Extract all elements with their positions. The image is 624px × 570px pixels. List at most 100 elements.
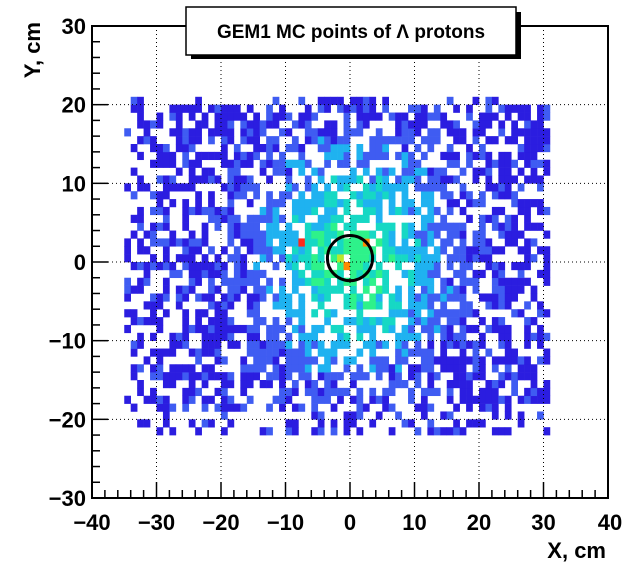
heatmap-cell xyxy=(466,199,473,208)
heatmap-cell xyxy=(446,96,454,105)
heatmap-cell xyxy=(175,364,183,373)
heatmap-cell xyxy=(162,238,170,247)
heatmap-cell xyxy=(285,364,293,373)
heatmap-cell xyxy=(246,277,254,286)
heatmap-cell xyxy=(504,112,512,121)
heatmap-cell xyxy=(291,254,299,263)
heatmap-cell xyxy=(362,206,370,216)
heatmap-cell xyxy=(227,372,235,381)
heatmap-cell xyxy=(375,144,383,153)
heatmap-cell xyxy=(543,159,551,168)
heatmap-cell xyxy=(440,285,448,294)
heatmap-cell xyxy=(369,348,377,357)
heatmap-cell xyxy=(440,324,448,334)
y-tick-label: −30 xyxy=(49,486,86,511)
heatmap-cell xyxy=(259,380,267,389)
heatmap-cell xyxy=(162,403,170,412)
heatmap-cell xyxy=(182,317,190,326)
heatmap-cell xyxy=(375,167,383,176)
heatmap-cell xyxy=(279,112,286,121)
y-tick-label: 0 xyxy=(74,250,86,275)
heatmap-cell xyxy=(414,128,422,137)
heatmap-cell xyxy=(162,293,170,302)
heatmap-cell xyxy=(356,332,364,341)
heatmap-cell xyxy=(343,364,351,373)
heatmap-cell xyxy=(285,293,293,302)
heatmap-cell xyxy=(401,183,409,192)
heatmap-cell xyxy=(291,214,299,223)
heatmap-cell xyxy=(491,277,499,286)
heatmap-cell xyxy=(227,340,235,349)
heatmap-cell xyxy=(524,372,531,381)
heatmap-cell xyxy=(356,159,364,168)
heatmap-cell xyxy=(156,293,164,302)
heatmap-cell xyxy=(272,395,280,404)
heatmap-cell xyxy=(427,238,435,247)
heatmap-cell xyxy=(124,254,131,263)
heatmap-cell xyxy=(382,269,389,279)
heatmap-cell xyxy=(266,372,273,381)
heatmap-cell xyxy=(317,269,325,279)
heatmap-cell xyxy=(414,175,422,184)
heatmap-cell xyxy=(311,167,319,176)
heatmap-cell xyxy=(479,151,486,161)
heatmap-cell xyxy=(201,380,209,389)
heatmap-cell xyxy=(530,128,538,137)
heatmap-cell xyxy=(253,340,260,349)
heatmap-cell xyxy=(414,427,422,436)
heatmap-cell xyxy=(259,159,267,168)
heatmap-cell xyxy=(330,222,338,231)
heatmap-cell xyxy=(137,317,144,326)
heatmap-cell xyxy=(466,309,473,318)
heatmap-cell xyxy=(459,387,467,397)
heatmap-cell xyxy=(162,254,170,263)
heatmap-cell xyxy=(362,199,370,208)
heatmap-cell xyxy=(227,159,235,168)
heatmap-cell xyxy=(511,199,518,208)
heatmap-cell xyxy=(162,277,170,286)
heatmap-cell xyxy=(195,191,202,200)
heatmap-cell xyxy=(524,159,531,168)
heatmap-cell xyxy=(453,222,460,231)
heatmap-cell xyxy=(298,269,306,279)
heatmap-cell xyxy=(453,254,460,263)
heatmap-cell xyxy=(408,175,415,184)
heatmap-cell xyxy=(150,309,157,318)
heatmap-cell xyxy=(240,191,248,200)
heatmap-cell xyxy=(201,293,209,302)
heatmap-cell xyxy=(453,332,460,341)
heatmap-cell xyxy=(195,96,202,105)
heatmap-cell xyxy=(233,277,241,286)
heatmap-cell xyxy=(214,120,222,129)
heatmap-cell xyxy=(221,104,228,113)
heatmap-cell xyxy=(517,262,525,271)
heatmap-cell xyxy=(356,175,364,184)
x-tick-label: 0 xyxy=(344,510,356,535)
heatmap-cell xyxy=(324,348,331,357)
heatmap-cell xyxy=(517,269,525,279)
heatmap-cell xyxy=(337,387,344,397)
heatmap-cell xyxy=(491,301,499,310)
heatmap-cell xyxy=(188,372,196,381)
heatmap-cell xyxy=(401,167,409,176)
heatmap-cell xyxy=(414,403,422,412)
heatmap-cell xyxy=(337,136,344,145)
heatmap-cell xyxy=(240,277,248,286)
heatmap-cell xyxy=(291,269,299,279)
heatmap-cell xyxy=(446,356,454,365)
heatmap-cell xyxy=(201,332,209,341)
heatmap-cell xyxy=(124,395,131,404)
heatmap-cell xyxy=(537,395,544,404)
heatmap-cell xyxy=(504,332,512,341)
heatmap-cell xyxy=(130,191,138,200)
heatmap-cell xyxy=(330,246,338,255)
heatmap-cell xyxy=(266,246,273,255)
heatmap-cell xyxy=(272,348,280,357)
heatmap-cell xyxy=(337,262,344,271)
heatmap-cell xyxy=(253,364,260,373)
heatmap-cell xyxy=(350,411,357,420)
heatmap-cell xyxy=(330,324,338,334)
heatmap-cell xyxy=(369,387,377,397)
heatmap-cell xyxy=(362,262,370,271)
heatmap-cell xyxy=(317,144,325,153)
